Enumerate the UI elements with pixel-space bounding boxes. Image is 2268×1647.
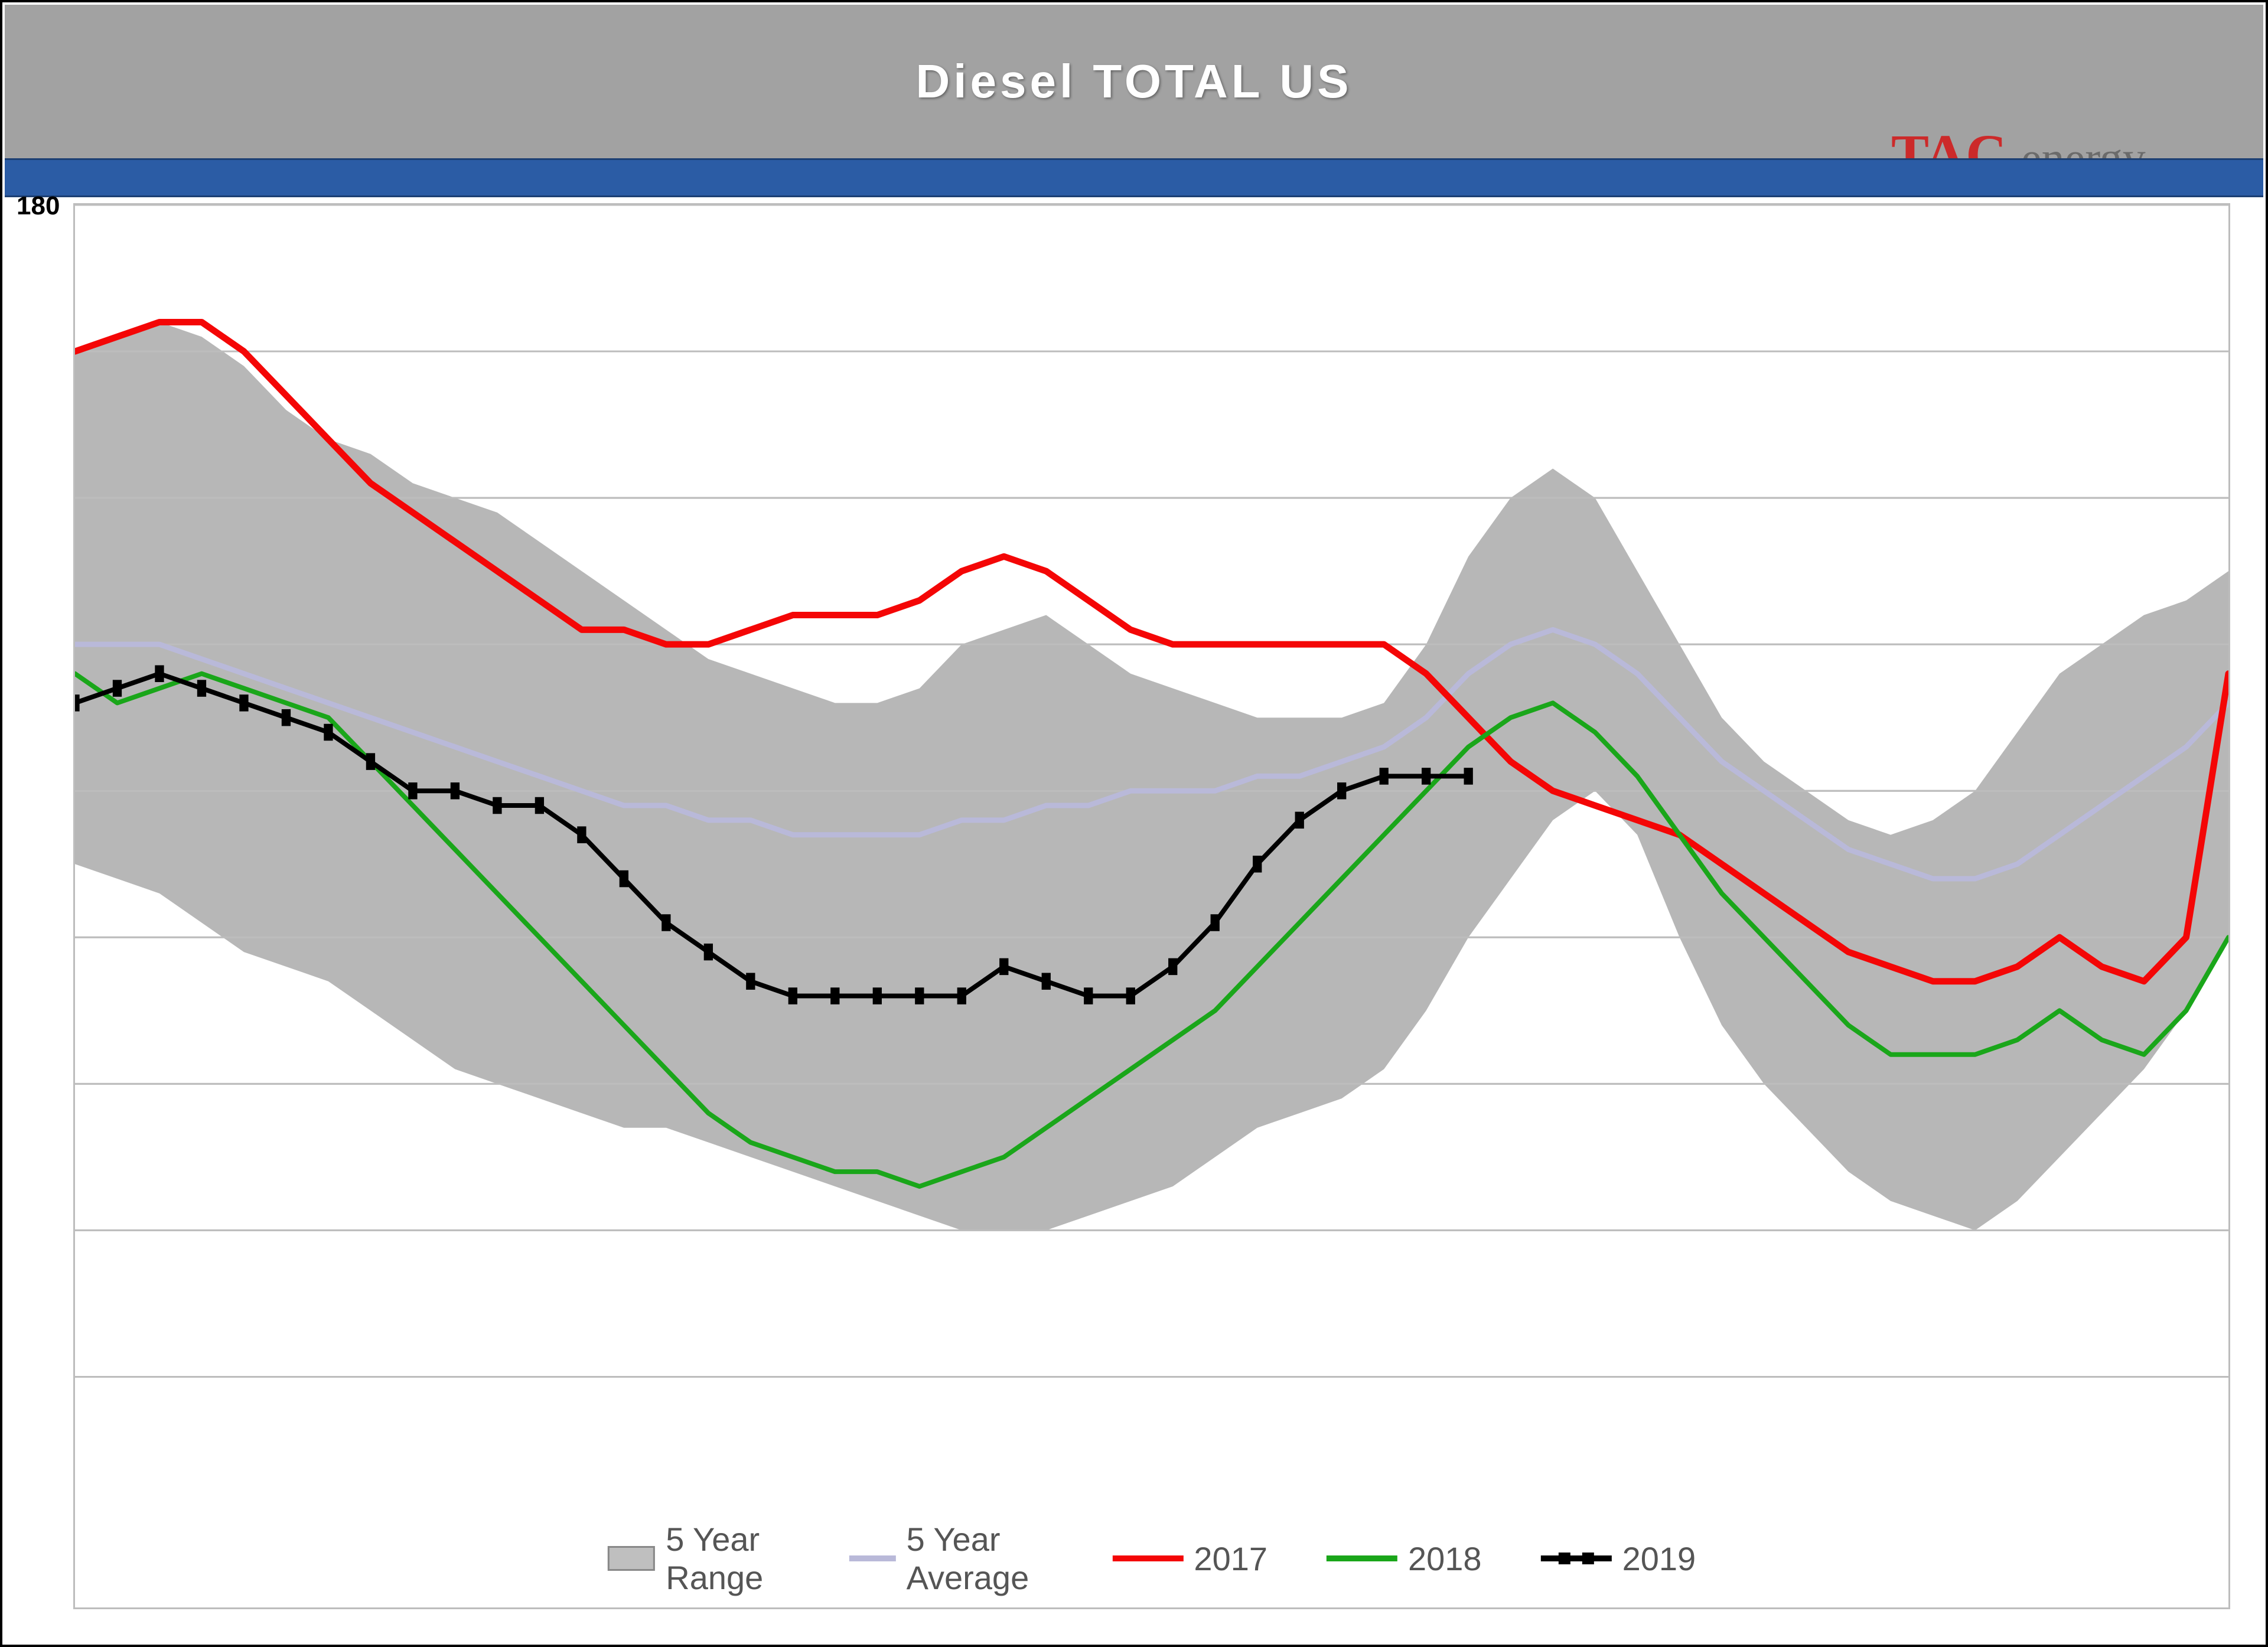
legend-item-avg: 5 Year Average xyxy=(849,1520,1054,1597)
chart-frame: Diesel TOTAL US TAC energy 180 5 Year Ra… xyxy=(0,0,2268,1647)
legend-label: 5 Year Average xyxy=(907,1520,1054,1597)
header-accent-bar xyxy=(5,158,2263,197)
legend: 5 Year Range 5 Year Average 2017 2018 20… xyxy=(608,1520,1696,1597)
legend-swatch-avg xyxy=(849,1555,896,1561)
legend-label: 2017 xyxy=(1194,1540,1267,1578)
legend-swatch-2018 xyxy=(1327,1555,1397,1561)
plot-area: 5 Year Range 5 Year Average 2017 2018 20… xyxy=(73,203,2230,1609)
chart-header: Diesel TOTAL US TAC energy xyxy=(5,5,2263,158)
chart-svg xyxy=(75,205,2228,1607)
legend-swatch-2017 xyxy=(1112,1555,1183,1561)
legend-label: 5 Year Range xyxy=(666,1520,790,1597)
legend-item-range: 5 Year Range xyxy=(608,1520,790,1597)
legend-label: 2018 xyxy=(1408,1540,1482,1578)
legend-item-2017: 2017 xyxy=(1112,1540,1267,1578)
legend-swatch-range xyxy=(608,1546,655,1571)
legend-item-2019: 2019 xyxy=(1541,1540,1696,1578)
legend-label: 2019 xyxy=(1622,1540,1696,1578)
legend-item-2018: 2018 xyxy=(1327,1540,1482,1578)
legend-swatch-2019 xyxy=(1541,1555,1612,1561)
chart-title: Diesel TOTAL US xyxy=(915,54,1352,109)
y-axis-top-tick-label: 180 xyxy=(17,191,60,221)
